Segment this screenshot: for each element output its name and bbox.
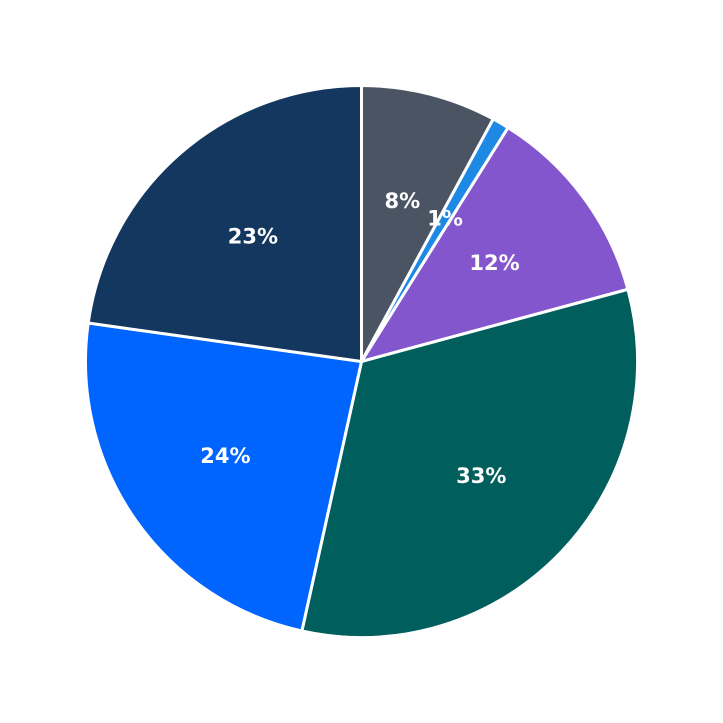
pie-slice-5 [86, 84, 363, 363]
pie-slice-0 [360, 84, 495, 363]
pie-slice-label-0: 8% [384, 189, 420, 213]
pie-slice-label-5: 23% [228, 225, 278, 249]
pie-slice-label-1: 1% [427, 207, 463, 231]
pie-slice-label-2: 12% [469, 251, 519, 275]
pie-slices [84, 84, 639, 639]
pie-slice-label-3: 33% [456, 464, 506, 488]
pie-slice-4 [84, 321, 363, 633]
pie-slice-3 [300, 287, 639, 639]
pie-slice-label-4: 24% [200, 444, 250, 468]
pie-slice-2 [360, 126, 630, 363]
pie-labels: 8% 1%12% 33% 24% 23% [200, 189, 519, 488]
